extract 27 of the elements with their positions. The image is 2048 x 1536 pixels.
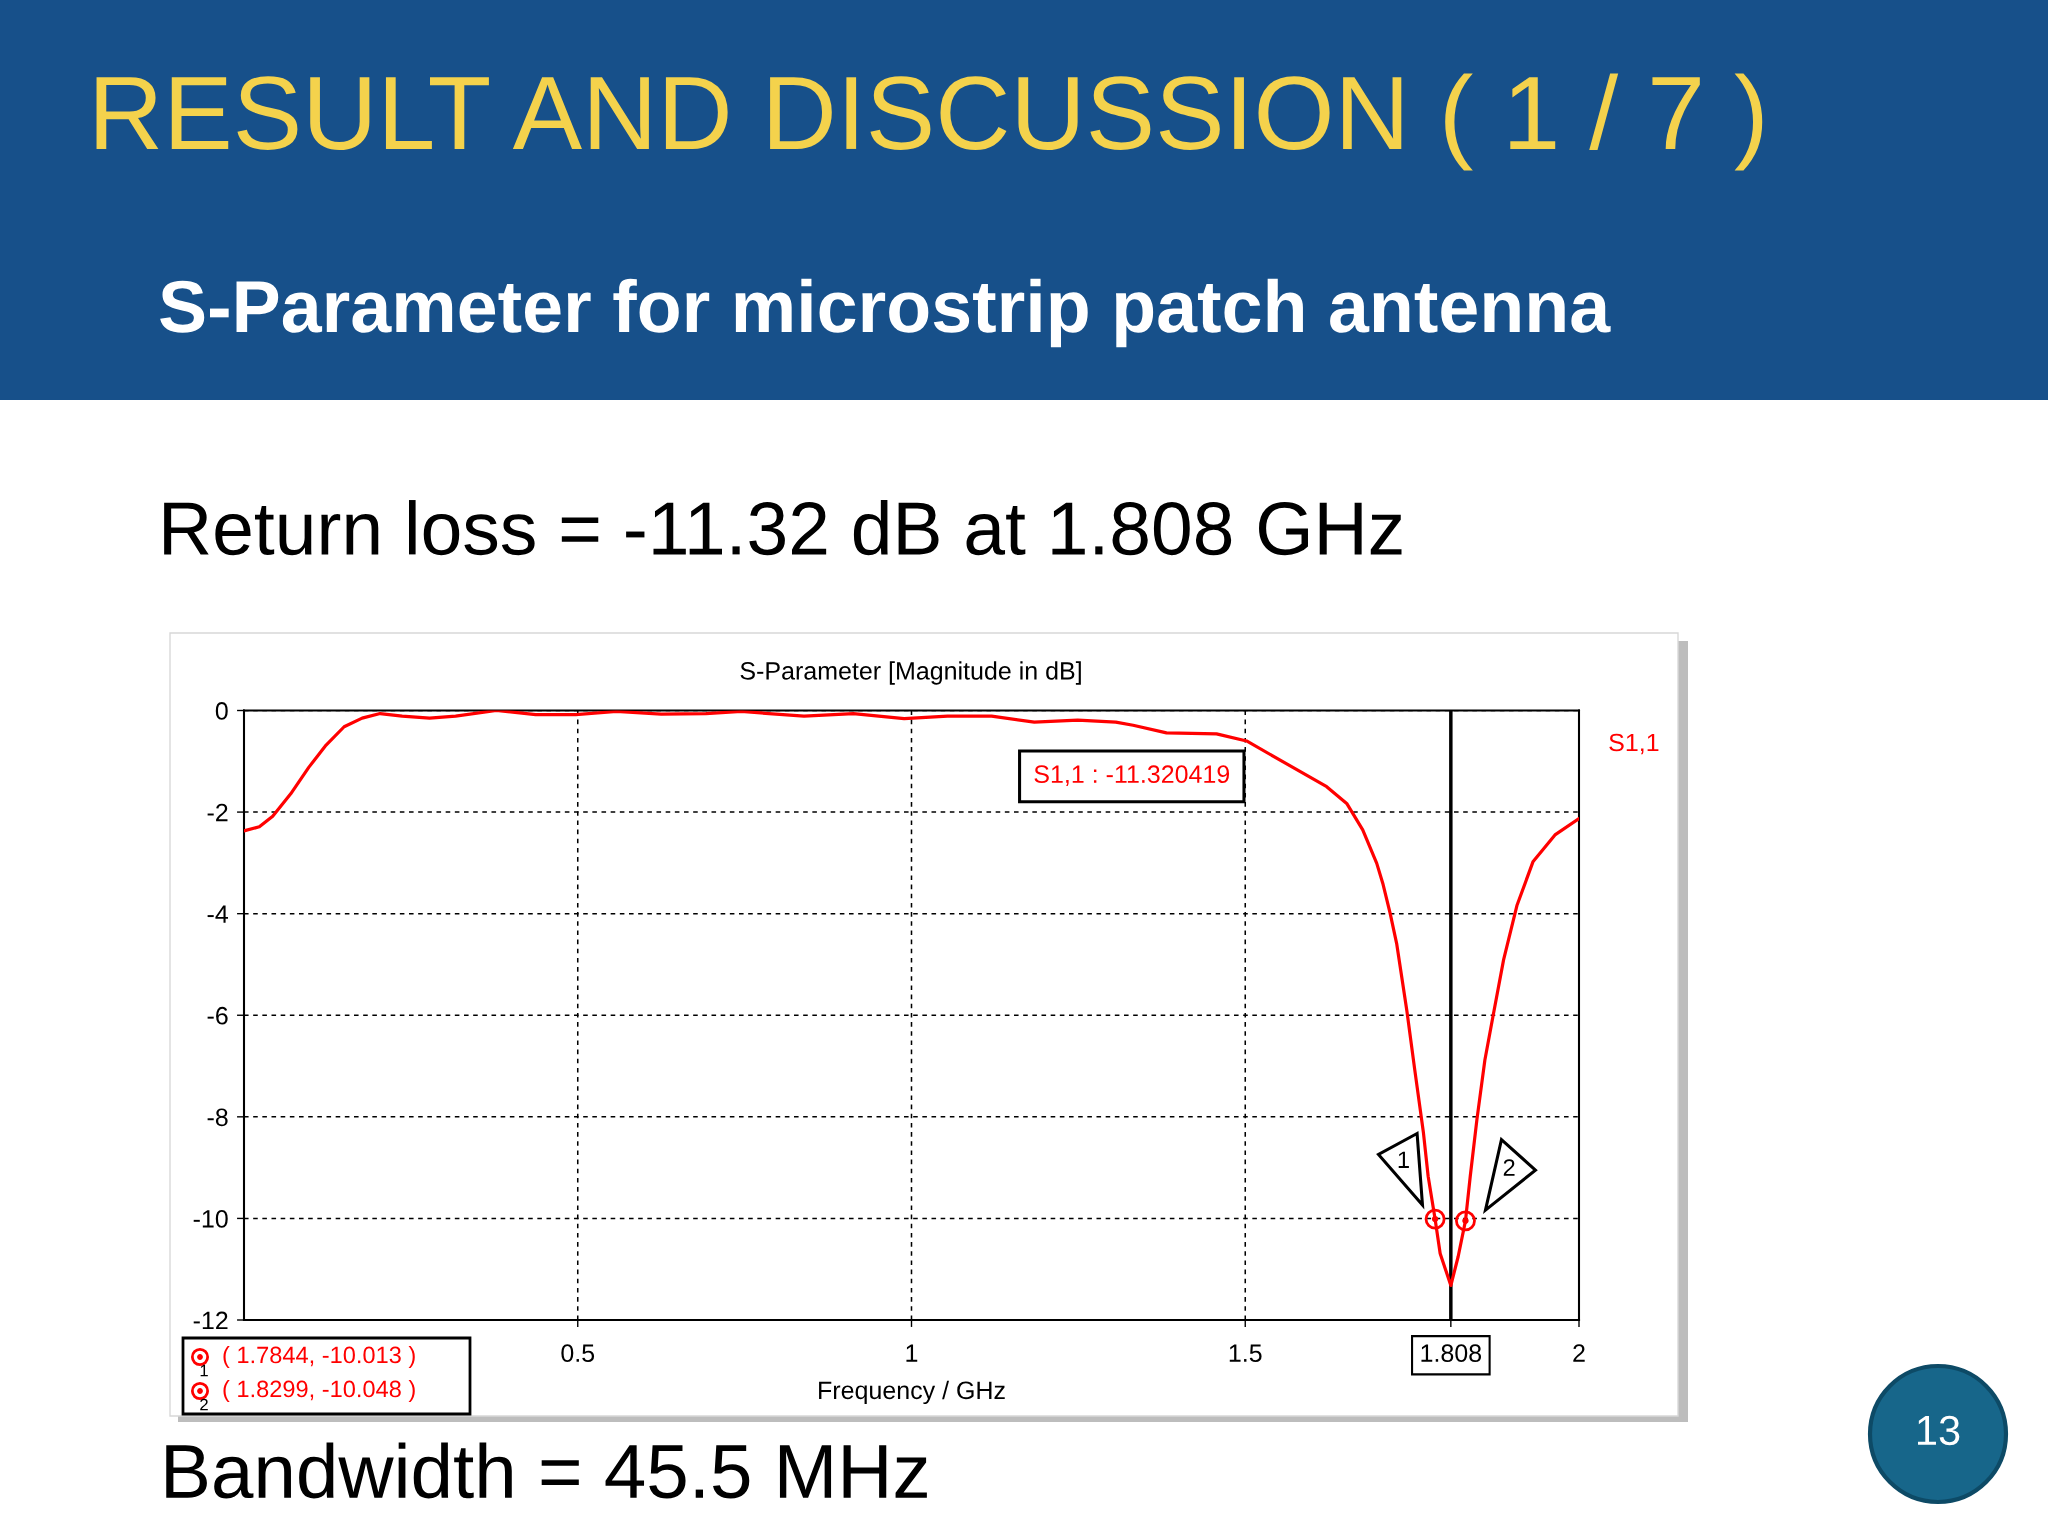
text: S1,1 xyxy=(1609,733,1659,755)
x-tick-label: 1 xyxy=(906,1344,918,1362)
y-tick-label: -8 xyxy=(207,1108,228,1127)
text: ( 1.8299, -10.048 ) xyxy=(223,1379,415,1402)
y-tick-label: -10 xyxy=(193,1210,228,1228)
y-tick-label: -12 xyxy=(193,1311,228,1330)
annotation: 2 xyxy=(1503,1159,1515,1176)
text: Bandwidth = 45.5 MHz xyxy=(166,1442,927,1499)
x-axis-title: Frequency / GHz xyxy=(819,1380,1005,1405)
annotation: 1 xyxy=(1398,1151,1409,1168)
chart-subtitle: S-Parameter for microstrip patch antenna xyxy=(160,278,1611,348)
chart-title: RESULT AND DISCUSSION ( 1 / 7 ) xyxy=(96,73,1763,171)
y-tick-label: -2 xyxy=(207,803,228,822)
y-tick-label: -6 xyxy=(207,1006,228,1025)
text: 1 xyxy=(200,1364,208,1377)
x-tick-label: 0.5 xyxy=(561,1344,595,1362)
text: Return loss = -11.32 dB at 1.808 GHz xyxy=(164,500,1402,556)
x-tick-label: 1.808 xyxy=(1421,1344,1482,1362)
text: 2 xyxy=(200,1398,208,1411)
x-tick-label: 1.5 xyxy=(1229,1344,1262,1362)
text: S-Parameter [Magnitude in dB] xyxy=(740,661,1081,685)
x-tick-label: 2 xyxy=(1573,1344,1585,1362)
text: ( 1.7844, -10.013 ) xyxy=(223,1345,415,1368)
y-tick-label: 0 xyxy=(215,702,228,720)
annotation: S1,1 : -11.320419 xyxy=(1034,765,1230,786)
y-tick-label: -4 xyxy=(207,905,228,923)
text: 13 xyxy=(1918,1415,1960,1446)
